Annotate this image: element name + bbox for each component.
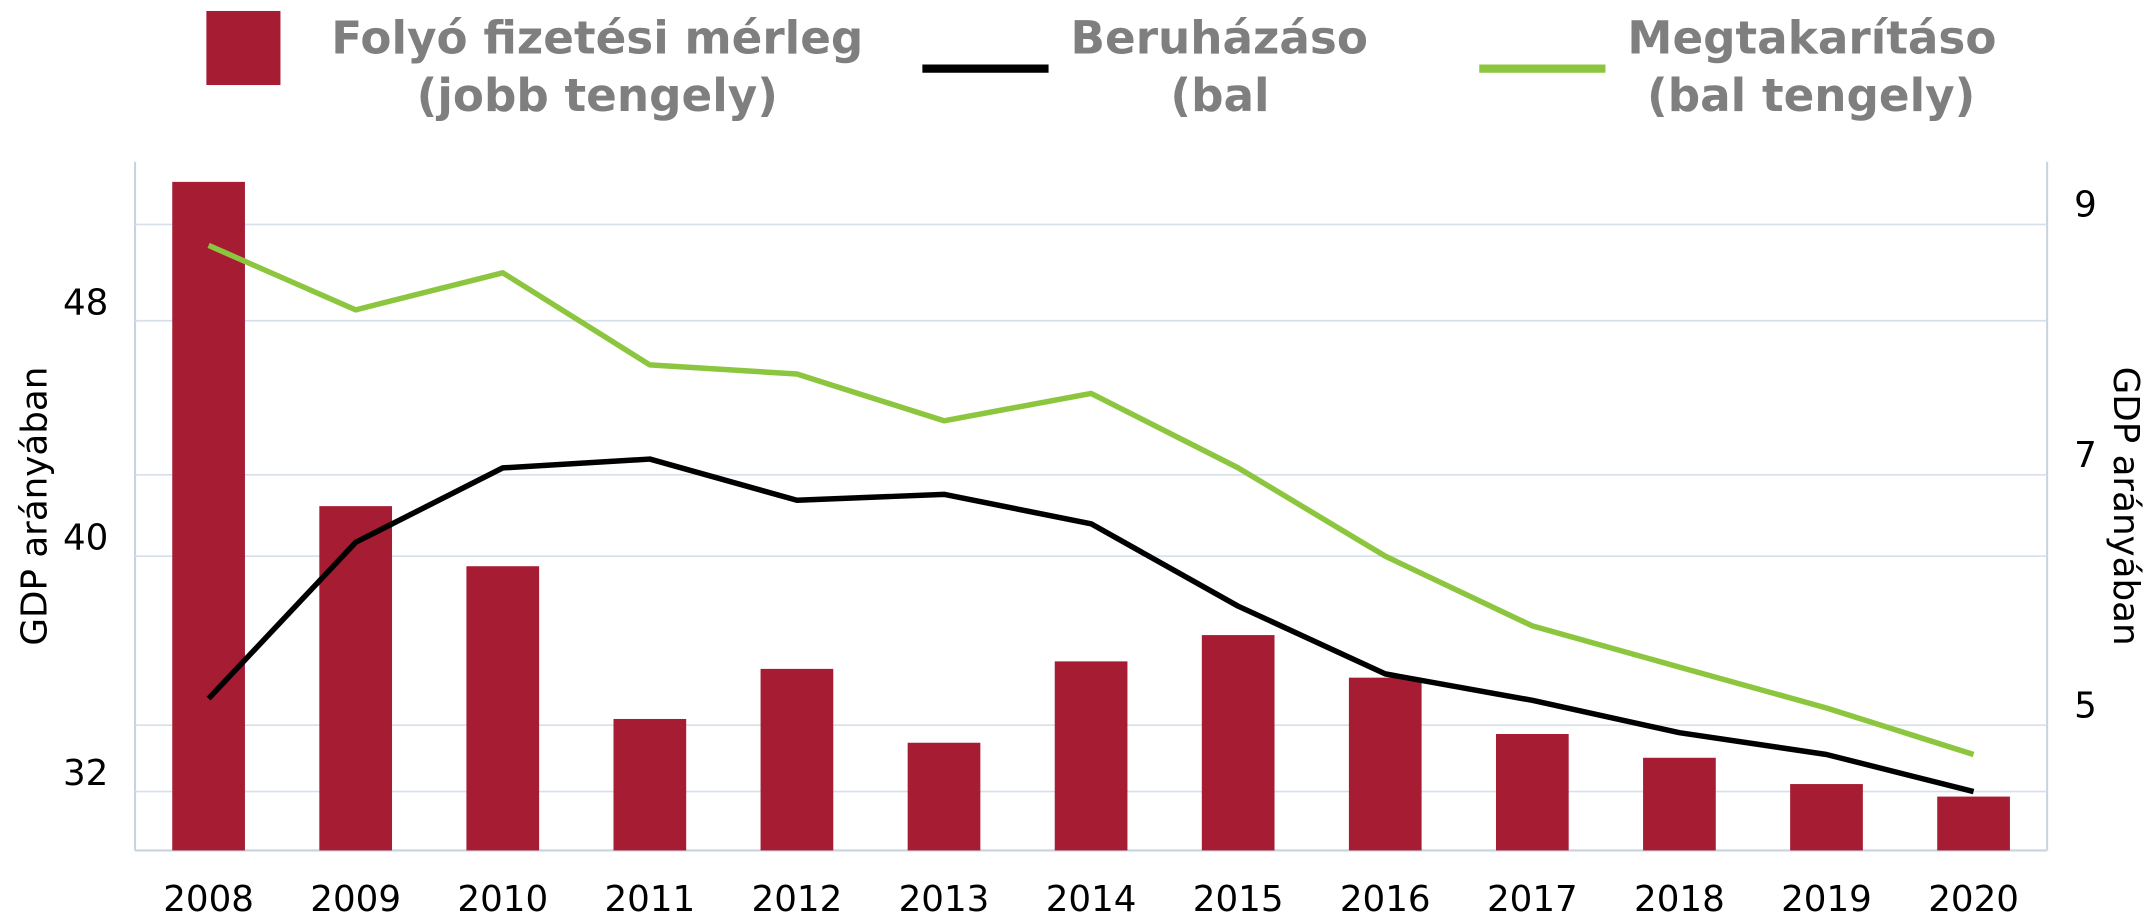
y2-tick-label: 7: [2074, 435, 2097, 476]
legend-entry: Megtakarítások (bal tengely): [1627, 10, 1995, 123]
y2-tick-label: 5: [2074, 685, 2097, 726]
bar: [1643, 757, 1716, 851]
legend-label: Megtakarítások (bal tengely): [1627, 10, 1995, 123]
line: [207, 242, 1975, 758]
x-tick-label: 2013: [899, 879, 990, 919]
bar: [907, 742, 981, 851]
line: [206, 456, 1975, 795]
x-tick-label: 2020: [1928, 879, 2019, 919]
x-tick-label: 2014: [1046, 879, 1137, 919]
legend-entry: Beruházások (bal tengely): [1070, 10, 1370, 133]
y-tick-label: 32: [63, 753, 108, 794]
x-tick-label: 2012: [752, 879, 843, 919]
y-tick-label: 48: [63, 282, 108, 323]
bar: [1054, 661, 1128, 851]
x-tick-label: 2018: [1634, 879, 1725, 919]
y-axis-label: GDP arányában: [14, 367, 55, 646]
bar: [1201, 635, 1275, 851]
bar: [1790, 784, 1863, 851]
y2-axis-label: GDP arányában: [2105, 367, 2146, 646]
legend-label: Beruházások (bal tengely): [1070, 10, 1370, 133]
legend-swatch: [206, 10, 281, 86]
legend-entry: Folyó fizetési mérleg (jobb tengely): [331, 10, 864, 123]
x-tick-label: 2009: [310, 879, 401, 919]
bar: [1937, 796, 2010, 851]
x-tick-label: 2016: [1340, 879, 1431, 919]
x-tick-label: 2017: [1487, 879, 1578, 919]
legend-label: Folyó fizetési mérleg (jobb tengely): [331, 10, 864, 123]
x-tick-label: 2008: [163, 879, 254, 919]
x-tick-label: 2015: [1193, 879, 1284, 919]
y-tick-label: 40: [63, 518, 108, 559]
bar: [466, 566, 540, 851]
bar: [760, 668, 834, 851]
y2-tick-label: 9: [2074, 185, 2097, 226]
bar: [613, 718, 687, 851]
bar: [1348, 677, 1422, 851]
x-tick-label: 2019: [1781, 879, 1872, 919]
bar: [1495, 733, 1569, 851]
bar: [319, 506, 393, 851]
x-tick-label: 2010: [457, 879, 548, 919]
bar: [172, 181, 245, 851]
x-tick-label: 2011: [604, 879, 695, 919]
